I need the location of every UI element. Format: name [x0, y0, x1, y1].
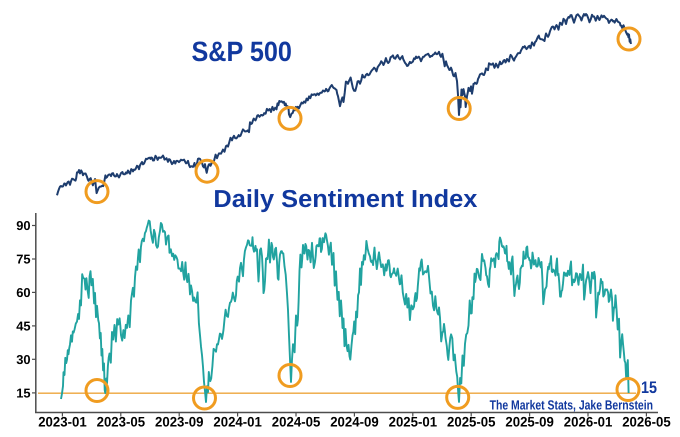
svg-text:90: 90: [16, 218, 30, 233]
svg-text:2025-01: 2025-01: [389, 415, 438, 430]
svg-text:2025-09: 2025-09: [505, 415, 554, 430]
svg-text:S&P 500: S&P 500: [192, 36, 292, 67]
svg-text:2023-01: 2023-01: [38, 415, 87, 430]
svg-text:75: 75: [16, 252, 30, 267]
svg-text:2024-09: 2024-09: [330, 415, 379, 430]
svg-text:2025-05: 2025-05: [447, 415, 496, 430]
svg-text:15: 15: [641, 378, 657, 397]
svg-text:2026-01: 2026-01: [564, 415, 613, 430]
svg-text:60: 60: [16, 285, 30, 300]
svg-text:45: 45: [16, 319, 30, 334]
svg-text:30: 30: [16, 352, 30, 367]
svg-text:2024-01: 2024-01: [213, 415, 262, 430]
svg-text:The Market Stats, Jake Bernste: The Market Stats, Jake Bernstein: [490, 398, 653, 413]
svg-text:2023-09: 2023-09: [155, 415, 204, 430]
svg-text:15: 15: [16, 386, 30, 401]
svg-text:2026-05: 2026-05: [622, 415, 671, 430]
svg-text:Daily Sentiment Index: Daily Sentiment Index: [213, 186, 477, 213]
svg-text:2024-05: 2024-05: [272, 415, 321, 430]
svg-text:2023-05: 2023-05: [97, 415, 146, 430]
